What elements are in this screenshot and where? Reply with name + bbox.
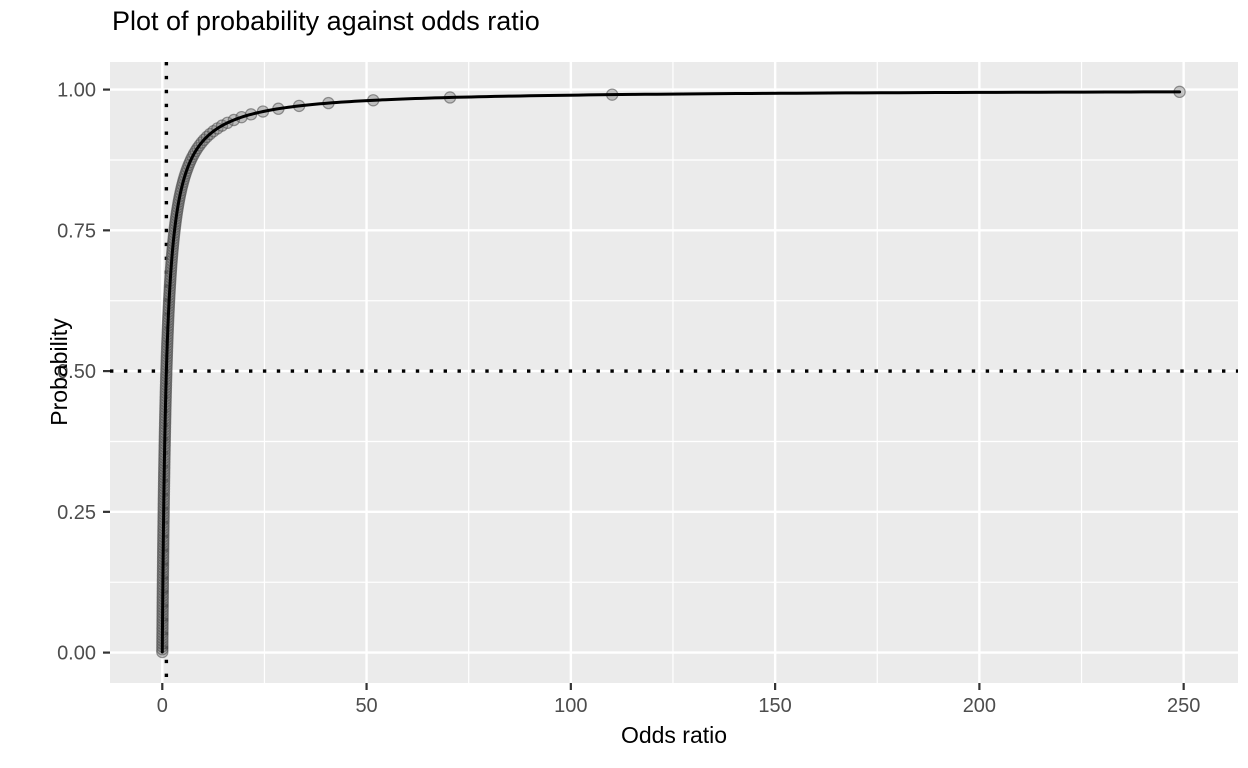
x-tick-label: 200 (963, 695, 996, 717)
y-tick-label: 0.25 (57, 502, 96, 524)
probability-curve (160, 90, 1182, 654)
x-tick-label: 0 (157, 695, 168, 717)
x-axis-title: Odds ratio (620, 722, 728, 748)
panel-background (110, 62, 1238, 683)
x-tick-label: 250 (1167, 695, 1200, 717)
y-tick-label: 0.75 (57, 220, 96, 242)
y-tick-label: 1.00 (57, 80, 96, 102)
chart-title: Plot of probability against odds ratio (112, 6, 540, 36)
x-tick-label: 50 (355, 695, 377, 717)
x-tick-label: 100 (554, 695, 587, 717)
y-axis-title: Probability (46, 318, 73, 426)
y-tick-label: 0.00 (57, 643, 96, 665)
y-tick-label: 0.50 (57, 361, 96, 383)
x-tick-label: 150 (758, 695, 791, 717)
